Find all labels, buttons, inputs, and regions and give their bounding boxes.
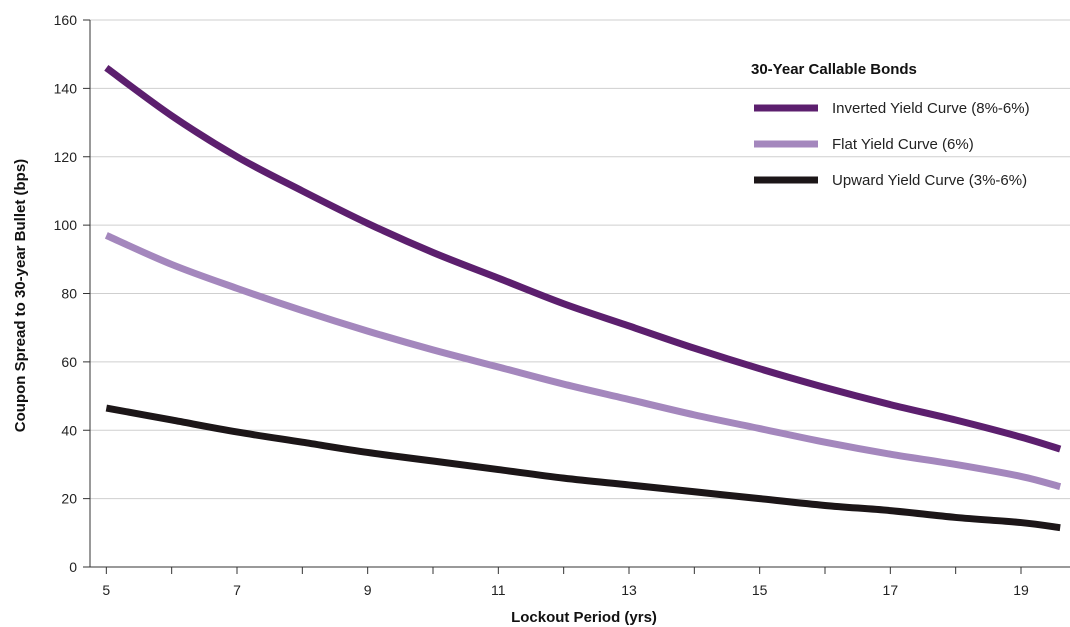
y-tick-label: 40 xyxy=(61,422,77,438)
legend-label-2: Upward Yield Curve (3%-6%) xyxy=(832,172,1027,189)
x-tick-label: 5 xyxy=(102,582,110,598)
y-tick-label: 160 xyxy=(54,12,78,28)
x-tick-label: 15 xyxy=(752,582,768,598)
legend-title: 30-Year Callable Bonds xyxy=(751,61,917,78)
gridlines xyxy=(90,19,1070,500)
x-tick-label: 9 xyxy=(364,582,372,598)
series-line-1 xyxy=(104,232,1062,491)
x-tick-label: 17 xyxy=(883,582,899,598)
y-tick-label: 0 xyxy=(69,559,77,575)
legend-label-0: Inverted Yield Curve (8%-6%) xyxy=(832,100,1030,117)
y-tick-label: 80 xyxy=(61,286,77,302)
y-axis-title: Coupon Spread to 30-year Bullet (bps) xyxy=(12,159,29,432)
legend: 30-Year Callable Bonds Inverted Yield Cu… xyxy=(751,61,1030,189)
y-tick-label: 140 xyxy=(54,80,78,96)
legend-label-1: Flat Yield Curve (6%) xyxy=(832,136,974,153)
x-axis-title: Lockout Period (yrs) xyxy=(511,609,657,626)
x-tick-label: 7 xyxy=(233,582,241,598)
y-tick-label: 120 xyxy=(54,149,78,165)
series-lines xyxy=(104,65,1062,532)
x-tick-label: 19 xyxy=(1013,582,1029,598)
y-tick-label: 60 xyxy=(61,354,77,370)
x-tick-label: 11 xyxy=(491,582,506,598)
axes: 0 20 40 60 80 100 120 140 160 5 7 9 11 13 15 17 19 xyxy=(54,12,1070,598)
x-tick-label: 13 xyxy=(621,582,637,598)
y-tick-label: 100 xyxy=(54,217,78,233)
series-line-0 xyxy=(104,65,1062,453)
y-tick-label: 20 xyxy=(61,491,77,507)
series-line-2 xyxy=(105,404,1061,532)
